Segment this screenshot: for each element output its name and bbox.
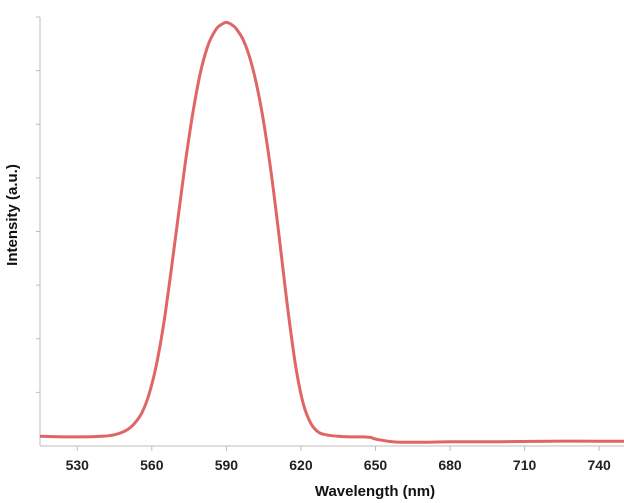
x-tick-label: 650 [364, 457, 388, 473]
y-axis-ticks [36, 16, 40, 393]
x-tick-label: 740 [587, 457, 611, 473]
series-layer [39, 20, 624, 444]
spectrum-line [39, 20, 624, 444]
x-tick-label: 680 [438, 457, 462, 473]
x-axis-ticks: 530 560 590 620 650 680 710 740 [66, 446, 611, 473]
x-tick-label: 530 [66, 457, 90, 473]
x-tick-label: 560 [140, 457, 164, 473]
x-tick-label: 710 [513, 457, 537, 473]
axes [39, 17, 624, 447]
y-axis-title: Intensity (a.u.) [4, 164, 21, 266]
x-tick-label: 590 [215, 457, 239, 473]
x-tick-label: 620 [289, 457, 313, 473]
x-axis-title: Wavelength (nm) [315, 483, 435, 500]
